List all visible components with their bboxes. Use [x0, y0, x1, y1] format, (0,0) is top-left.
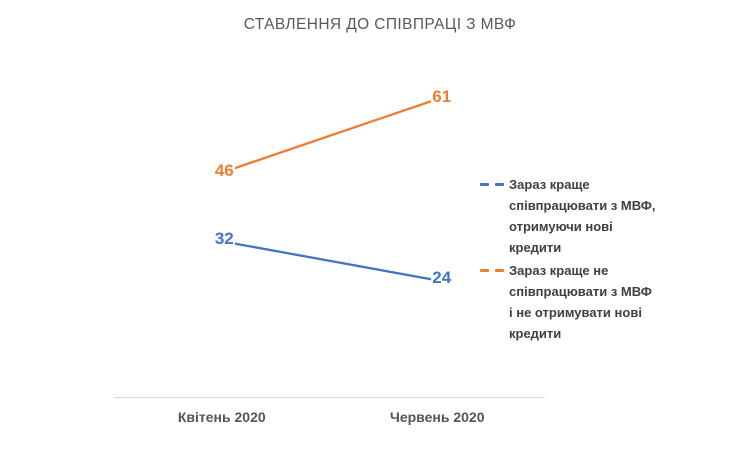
legend-text-line: отримуючи нові: [509, 219, 613, 234]
legend-text-line: співпрацювати з МВФ: [509, 284, 652, 299]
data-label: 24: [431, 268, 453, 289]
x-axis-line: [114, 397, 545, 398]
x-axis-label-june: Червень 2020: [390, 409, 485, 425]
series-line-0: [221, 240, 438, 282]
legend-text-line: Зараз краще не: [509, 263, 609, 278]
data-label: 46: [213, 160, 235, 181]
legend: Зараз краще співпрацювати з МВФ, отримую…: [480, 174, 665, 344]
legend-text-line: і не отримувати нові: [509, 305, 642, 320]
series-line-1: [221, 98, 438, 174]
legend-dash-marker-orange: [480, 269, 504, 272]
legend-text-line: Зараз краще: [509, 177, 590, 192]
legend-text-line: співпрацювати з МВФ,: [509, 198, 656, 213]
legend-text-line: кредити: [509, 326, 562, 341]
data-label: 61: [431, 87, 453, 107]
legend-dash-marker-blue: [480, 183, 504, 186]
data-label: 32: [213, 229, 235, 249]
chart-title: СТАВЛЕННЯ ДО СПІВПРАЦІ З МВФ: [243, 16, 517, 33]
legend-item-label: Зараз краще не співпрацювати з МВФ і не …: [509, 260, 652, 344]
legend-item-label: Зараз краще співпрацювати з МВФ, отримую…: [509, 174, 656, 258]
legend-item-cooperate: Зараз краще співпрацювати з МВФ, отримую…: [480, 174, 665, 258]
legend-item-not-cooperate: Зараз краще не співпрацювати з МВФ і не …: [480, 260, 665, 344]
x-axis-label-april: Квітень 2020: [177, 409, 266, 425]
legend-text-line: кредити: [509, 240, 562, 255]
